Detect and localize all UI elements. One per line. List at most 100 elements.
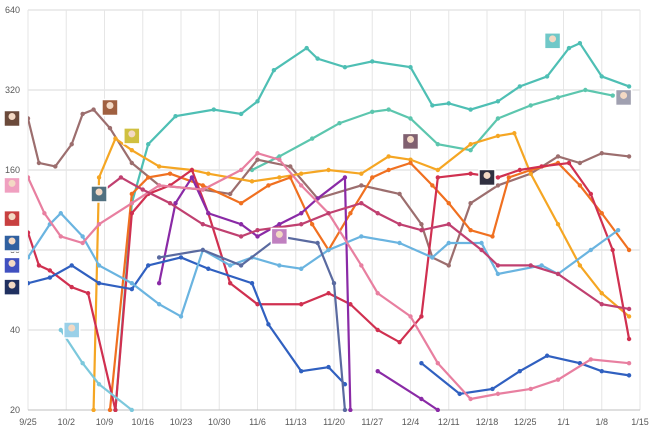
data-point [238, 234, 244, 239]
data-point [544, 353, 550, 358]
data-point [173, 114, 178, 119]
data-point [80, 361, 85, 366]
data-point [566, 160, 572, 166]
series-line-purple-late [377, 370, 439, 411]
x-tick-label: 1/8 [595, 417, 608, 427]
data-point [255, 302, 260, 307]
series-brown [28, 107, 632, 268]
data-point [419, 396, 424, 402]
data-point [375, 368, 380, 374]
data-point [80, 240, 85, 246]
data-point [370, 175, 375, 180]
data-point [113, 136, 118, 141]
data-point [588, 247, 594, 253]
data-point [517, 84, 522, 89]
x-tick-label: 12/25 [514, 417, 537, 427]
data-point [28, 175, 31, 180]
data-point [326, 211, 331, 216]
data-point [266, 322, 271, 327]
data-point [206, 171, 211, 176]
data-point [315, 240, 320, 246]
data-point [479, 247, 484, 253]
data-point [468, 107, 473, 112]
data-point [457, 391, 462, 397]
data-point [156, 302, 162, 307]
data-point [255, 234, 260, 239]
icon-grey-face-icon [407, 135, 414, 143]
data-point [626, 361, 632, 366]
icon-navy-face-icon [8, 281, 16, 289]
data-point [359, 201, 364, 206]
data-point [299, 302, 304, 307]
data-point [69, 284, 74, 290]
data-point [555, 271, 561, 277]
data-point [238, 263, 244, 268]
x-tick-label: 10/9 [96, 417, 114, 427]
data-point [577, 160, 583, 166]
data-point [129, 281, 135, 286]
data-point [599, 302, 604, 307]
data-point [615, 227, 621, 233]
data-point [446, 201, 451, 206]
x-tick-label: 10/2 [57, 417, 75, 427]
series-light-blue [28, 211, 621, 319]
data-point [577, 41, 583, 46]
series-teal-top [113, 41, 632, 412]
data-point [299, 368, 304, 374]
icon-cyan-face-icon [549, 35, 557, 43]
data-point [588, 191, 594, 197]
icon-orange-face-icon [106, 101, 114, 109]
data-point [539, 263, 544, 268]
data-point [129, 211, 135, 216]
data-point [430, 255, 435, 260]
x-tick-label: 10/30 [208, 417, 231, 427]
data-point [544, 74, 550, 79]
data-point [577, 263, 583, 268]
data-point [80, 111, 85, 117]
data-point [249, 179, 255, 184]
data-point [610, 93, 615, 98]
data-point [370, 109, 375, 114]
data-point [528, 263, 533, 268]
data-point [326, 167, 331, 173]
data-point [430, 103, 435, 108]
data-point [626, 373, 632, 378]
data-point [113, 407, 118, 412]
series-dark-orange [107, 160, 632, 412]
data-point [309, 222, 315, 227]
data-point [626, 336, 632, 342]
data-point [408, 116, 413, 121]
data-point [58, 234, 63, 239]
data-point [47, 275, 53, 280]
data-point [446, 263, 451, 268]
data-point [419, 222, 424, 227]
data-point [326, 247, 331, 253]
data-point [626, 84, 632, 89]
data-point [375, 327, 380, 333]
series-purple-late [375, 368, 441, 412]
series-slate [156, 234, 348, 412]
data-point [495, 133, 501, 139]
data-point [359, 263, 364, 268]
data-point [288, 175, 293, 180]
data-point [200, 222, 206, 227]
data-point [435, 167, 441, 173]
data-point [200, 183, 206, 188]
data-point [555, 377, 561, 382]
data-point [599, 211, 604, 216]
series-line-rose [98, 176, 630, 311]
data-point [206, 211, 211, 216]
data-point [626, 247, 632, 253]
data-point [255, 99, 260, 104]
data-point [47, 268, 53, 273]
data-point [326, 291, 331, 296]
series-line-light-blue [28, 211, 619, 319]
data-point [528, 171, 533, 176]
data-point [146, 175, 151, 180]
data-point [359, 171, 364, 176]
y-tick-label: 160 [5, 165, 20, 175]
data-point [446, 222, 451, 227]
data-point [566, 45, 572, 51]
